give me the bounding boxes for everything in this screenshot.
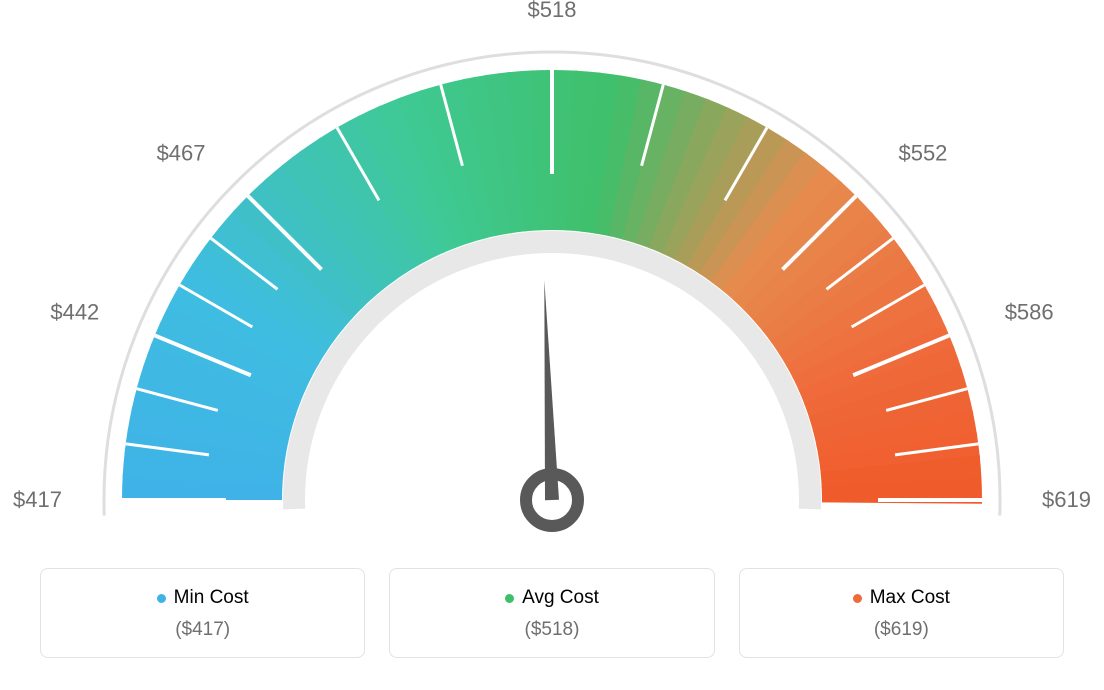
legend-value-max: ($619) (874, 619, 929, 641)
svg-text:$586: $586 (1005, 299, 1054, 324)
legend-card-avg: Avg Cost ($518) (389, 568, 714, 658)
legend-label-avg: Avg Cost (522, 587, 599, 609)
legend-value-avg: ($518) (525, 619, 580, 641)
legend-label-max: Max Cost (870, 587, 950, 609)
legend-card-max: Max Cost ($619) (739, 568, 1064, 658)
dot-avg (505, 594, 514, 603)
svg-text:$417: $417 (13, 487, 62, 512)
legend-card-min: Min Cost ($417) (40, 568, 365, 658)
dot-min (157, 594, 166, 603)
svg-text:$442: $442 (50, 299, 99, 324)
svg-text:$467: $467 (157, 141, 206, 166)
svg-text:$518: $518 (528, 0, 577, 22)
legend-value-min: ($417) (175, 619, 230, 641)
svg-text:$619: $619 (1042, 487, 1091, 512)
legend-label-min: Min Cost (174, 587, 249, 609)
cost-gauge: $417 $442 $467 $518 $552 $586 $619 (0, 0, 1104, 560)
dot-max (853, 594, 862, 603)
svg-text:$552: $552 (898, 141, 947, 166)
legend-row: Min Cost ($417) Avg Cost ($518) Max Cost… (40, 568, 1064, 658)
gauge-needle (526, 280, 578, 526)
